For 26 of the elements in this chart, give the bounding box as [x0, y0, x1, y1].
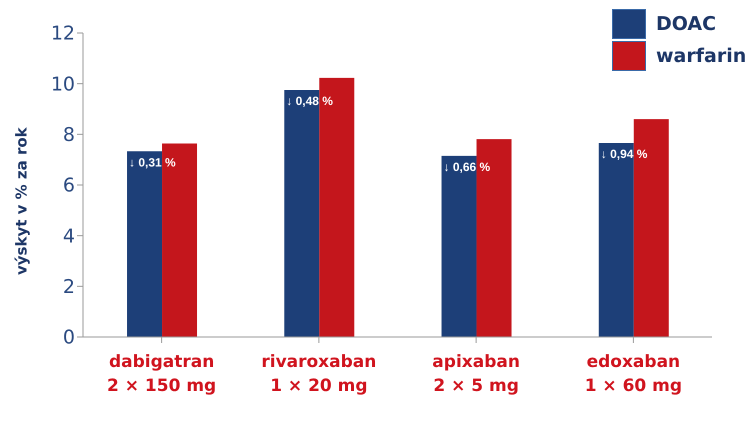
y-axis-title: výskyt v % za rok	[12, 126, 30, 275]
y-tick-label: 6	[62, 174, 75, 197]
annotation: ↓ 0,31 %	[129, 155, 176, 170]
bar	[634, 119, 669, 337]
bar	[319, 78, 354, 337]
annotation: ↓ 0,94 %	[600, 146, 648, 161]
x-tick-label: dabigatran 2 × 150 mg	[107, 352, 216, 396]
x-tick-label: rivaroxaban 1 × 20 mg	[261, 352, 376, 396]
y-tick-label: 10	[50, 73, 75, 96]
y-tick-label: 12	[50, 22, 75, 45]
bar	[284, 90, 320, 337]
y-tick-label: 0	[62, 326, 75, 349]
annotation: ↓ 0,48 %	[286, 94, 334, 108]
bar	[476, 139, 512, 337]
bar	[162, 143, 198, 337]
legend-label: warfarin	[656, 45, 746, 67]
bar	[598, 142, 634, 337]
x-tick-label: edoxaban 1 × 60 mg	[584, 352, 682, 396]
x-tick-label: apixaban 2 × 5 mg	[432, 352, 520, 396]
legend-label: DOAC	[656, 13, 716, 35]
y-tick-label: 8	[62, 124, 75, 146]
y-tick-label: 2	[62, 276, 75, 298]
bar	[127, 151, 162, 337]
annotation: ↓ 0,66 %	[444, 160, 491, 174]
y-tick-label: 4	[62, 225, 75, 248]
bar	[442, 156, 477, 337]
